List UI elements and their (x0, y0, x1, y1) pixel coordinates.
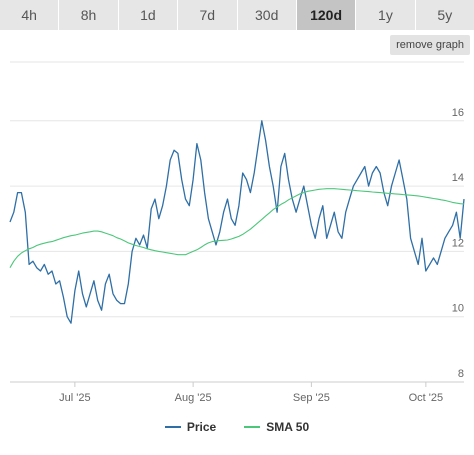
tab-4h[interactable]: 4h (0, 0, 60, 30)
remove-graph-button[interactable]: remove graph (390, 35, 470, 55)
sma-50-line (9, 188, 465, 268)
tab-1y[interactable]: 1y (356, 0, 416, 30)
legend-sma-label: SMA 50 (266, 420, 310, 434)
y-tick-label-16: 16 (452, 107, 464, 119)
y-tick-label-10: 10 (452, 303, 464, 315)
y-tick-label-14: 14 (452, 172, 464, 184)
legend-price-label: Price (186, 420, 217, 434)
time-range-tabs: 4h 8h 1d 7d 30d 120d 1y 5y (0, 0, 474, 30)
tab-1d[interactable]: 1d (118, 0, 179, 30)
x-tick-label-0: Jul '25 (59, 392, 90, 404)
tab-8h[interactable]: 8h (59, 0, 119, 30)
legend-item-price[interactable]: Price (164, 420, 217, 434)
y-tick-label-8: 8 (458, 368, 464, 380)
x-tick-label-3: Oct '25 (409, 392, 444, 404)
tab-120d[interactable]: 120d (296, 0, 357, 30)
x-tick-label-2: Sep '25 (293, 392, 330, 404)
chart-legend: Price SMA 50 (0, 420, 474, 434)
legend-item-sma[interactable]: SMA 50 (244, 420, 309, 434)
legend-price-swatch (164, 426, 181, 428)
price-line (9, 120, 465, 324)
y-tick-label-12: 12 (452, 237, 464, 249)
x-tick-label-1: Aug '25 (175, 392, 212, 404)
tab-5y[interactable]: 5y (415, 0, 474, 30)
tab-7d[interactable]: 7d (178, 0, 238, 30)
tab-30d[interactable]: 30d (237, 0, 297, 30)
legend-sma-swatch (244, 426, 261, 428)
